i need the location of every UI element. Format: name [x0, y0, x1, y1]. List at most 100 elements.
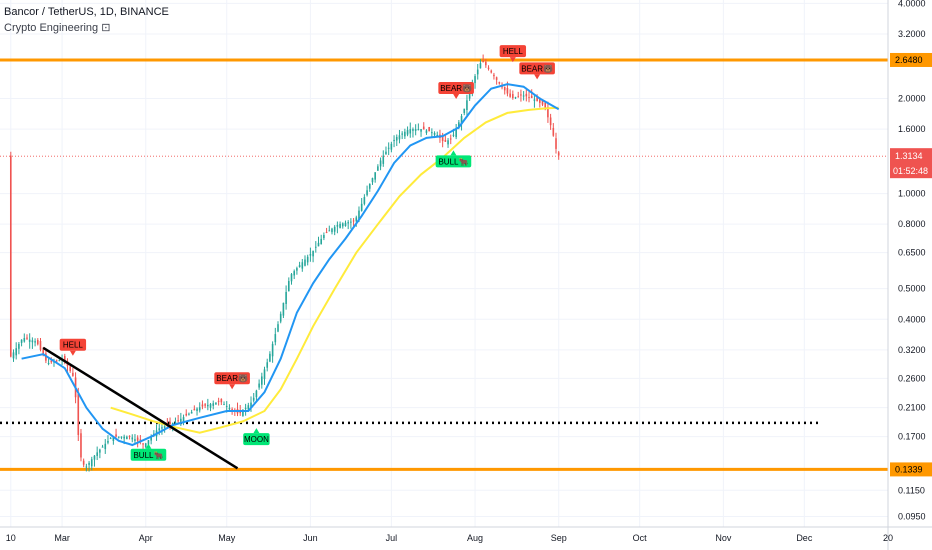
moving-averages [21, 83, 560, 447]
ema-fast-line [21, 83, 560, 447]
candle-body [23, 337, 26, 342]
candle-body [255, 390, 258, 398]
candle-body [498, 82, 501, 84]
candle-body [117, 436, 120, 438]
candle-body [147, 440, 150, 445]
candle-body [252, 397, 255, 401]
candle-body [177, 420, 179, 422]
y-tick-label: 0.1150 [898, 485, 925, 495]
candle-body [104, 443, 107, 450]
signal-pointer [253, 428, 260, 434]
candle-body [514, 97, 517, 99]
level-price-tag [890, 52, 932, 67]
candle-body [204, 404, 206, 406]
candle-body [131, 437, 134, 440]
candle-body [182, 417, 185, 422]
candle-body [136, 437, 139, 441]
candle-body [436, 134, 439, 136]
candle-body [458, 122, 460, 127]
candle-body [123, 436, 125, 439]
y-tick-label: 1.6000 [898, 124, 926, 134]
candle-body [47, 363, 50, 365]
y-tick-label: 0.6500 [898, 248, 926, 258]
candle-body [134, 439, 136, 441]
candle-body [323, 235, 325, 239]
signal-badge [214, 372, 250, 385]
candle-body [557, 152, 560, 156]
candle-body [350, 221, 352, 223]
y-tick-label: 4.0000 [898, 0, 926, 8]
candle-body [112, 436, 115, 441]
candle-body [223, 404, 225, 406]
candle-body [247, 405, 250, 410]
candle-body [536, 96, 538, 102]
candle-body [363, 197, 366, 204]
candle-body [539, 99, 541, 103]
candle-body [163, 426, 166, 428]
candle-body [26, 337, 28, 339]
signal-labels: HELL BEAR🐻 BEAR🐻 HELL BEAR🐻 BULL🐂 MOON BULL🐂 [59, 45, 555, 461]
candle-body [258, 383, 260, 388]
candle-body [414, 129, 417, 131]
candle-body [290, 274, 293, 282]
candle-body [490, 70, 493, 73]
signal-pointer [453, 93, 460, 99]
signal-pointer [229, 384, 236, 390]
candle-body [115, 434, 117, 437]
candle-body [174, 421, 177, 423]
candle-body [42, 349, 44, 356]
candle-body [90, 459, 93, 467]
candle-body [9, 155, 12, 357]
candle-body [93, 455, 96, 460]
x-tick-label: Jun [303, 533, 318, 543]
candle-body [314, 246, 317, 248]
candle-body [185, 413, 188, 416]
candle-body [126, 436, 128, 440]
candle-body [444, 139, 447, 142]
candle-body [50, 360, 53, 363]
y-tick-label: 0.0950 [898, 511, 926, 521]
candle-body [317, 242, 320, 247]
candle-body [398, 135, 401, 140]
indicator-name[interactable]: Crypto Engineering ⊡ [4, 22, 111, 34]
candle-body [503, 86, 506, 91]
candle-body [441, 134, 444, 142]
symbol-title[interactable]: Bancor / TetherUS, 1D, BINANCE [4, 6, 169, 18]
candle-body [506, 87, 509, 94]
candle-body [406, 129, 409, 135]
candle-body [455, 128, 457, 138]
candle-body [296, 268, 298, 271]
candle-body [482, 61, 484, 63]
candle-body [463, 108, 466, 114]
candle-body [287, 281, 290, 292]
candle-body [12, 352, 15, 359]
candle-body [552, 127, 555, 136]
candle-body [528, 97, 530, 99]
candle-body [36, 340, 39, 345]
candle-body [309, 254, 312, 256]
candle-body [282, 302, 285, 316]
signal-badge [130, 448, 167, 461]
candle-body [34, 341, 36, 343]
signal-badge [438, 81, 474, 94]
candle-body [225, 405, 228, 407]
signal-label: BULL🐂 [133, 451, 163, 460]
candle-body [404, 131, 406, 137]
signal-label: BULL🐂 [438, 157, 468, 166]
candle-body [161, 427, 163, 429]
x-tick-label: Mar [54, 533, 70, 543]
candle-body [101, 446, 104, 448]
candle-body [347, 222, 349, 224]
candle-body [390, 143, 393, 150]
candle-body [193, 408, 196, 411]
x-tick-label: May [218, 533, 236, 543]
candle-body [466, 100, 468, 111]
candle-body [212, 403, 215, 406]
candle-body [328, 230, 331, 232]
candle-body [366, 190, 368, 196]
signal-pointer [145, 443, 152, 449]
candle-body [120, 436, 123, 438]
candle-body [250, 402, 252, 408]
candle-body [474, 76, 476, 84]
